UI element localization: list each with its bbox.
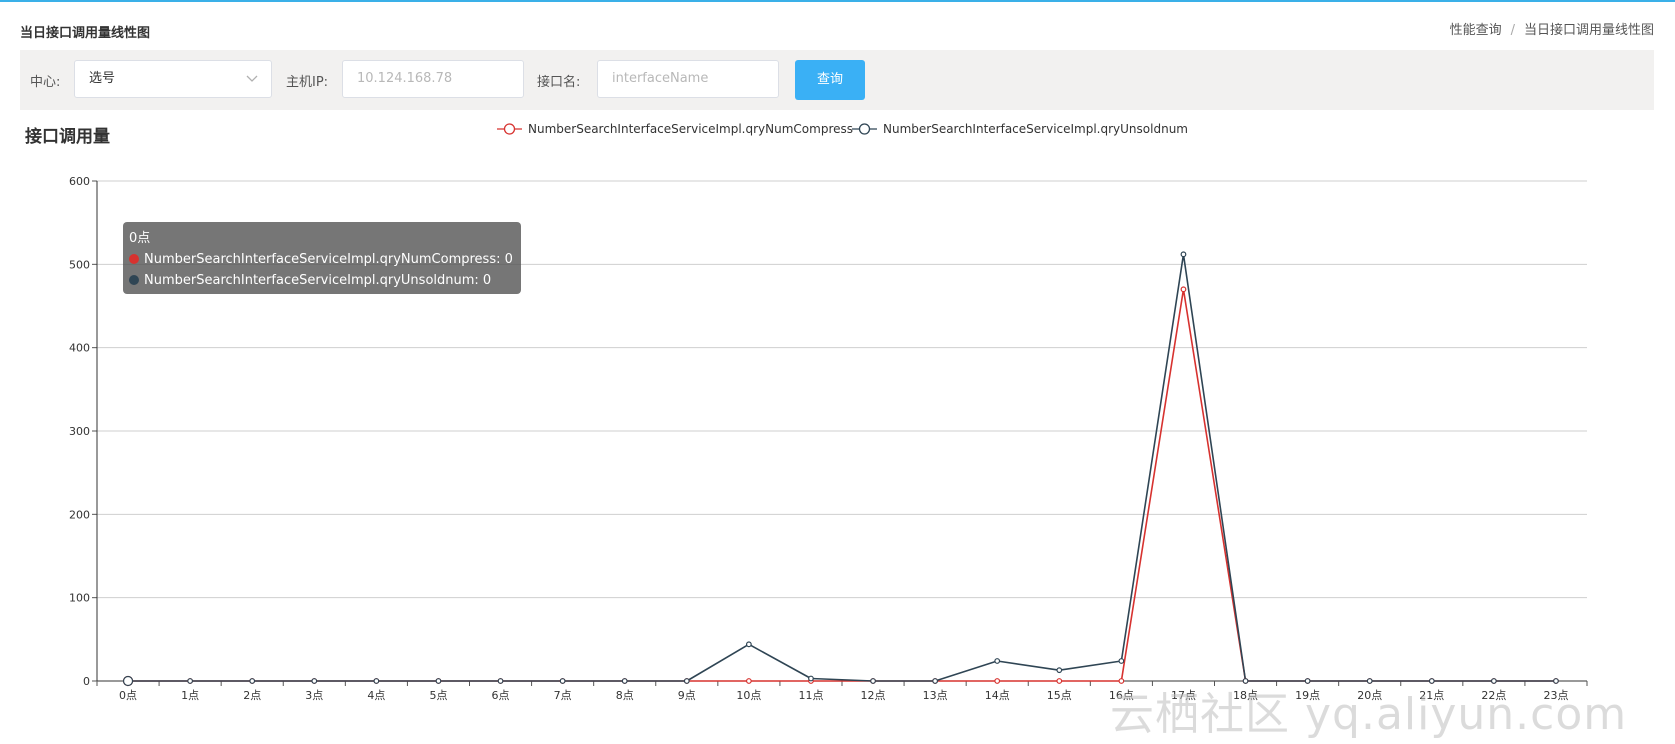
data-point-series-2 xyxy=(1366,678,1373,684)
query-button[interactable]: 查询 xyxy=(795,60,865,100)
data-point-series-2 xyxy=(621,678,628,684)
chart-title: 接口调用量 xyxy=(25,127,110,147)
data-point-series-2 xyxy=(683,678,690,684)
tooltip-row-series-2: NumberSearchInterfaceServiceImpl.qryUnso… xyxy=(129,270,515,291)
breadcrumb-separator: / xyxy=(1510,23,1515,38)
legend-label-series-1: NumberSearchInterfaceServiceImpl.qryNumC… xyxy=(528,122,854,136)
data-point-series-1 xyxy=(1180,286,1187,293)
x-tick-label: 0点 xyxy=(119,689,137,702)
y-tick-label: 100 xyxy=(69,592,90,605)
y-tick-label: 0 xyxy=(83,675,90,688)
tooltip-row-series-1: NumberSearchInterfaceServiceImpl.qryNumC… xyxy=(129,249,515,270)
x-tick-label: 4点 xyxy=(367,689,385,702)
x-tick-label: 5点 xyxy=(429,689,447,702)
x-tick-label: 2点 xyxy=(243,689,261,702)
x-tick-label: 21点 xyxy=(1419,689,1444,702)
series-line-2 xyxy=(128,253,1556,682)
breadcrumb-item-performance[interactable]: 性能查询 xyxy=(1449,23,1502,38)
tooltip-dot-series-1 xyxy=(129,254,139,264)
data-point-series-2 xyxy=(497,678,504,684)
watermark: 云栖社区 yq.aliyun.com xyxy=(1110,689,1628,740)
x-tick-label: 8点 xyxy=(616,689,634,702)
center-select[interactable]: 选号 xyxy=(74,60,272,98)
data-point-series-1 xyxy=(994,678,1001,684)
data-point-series-2 xyxy=(1242,678,1249,684)
data-point-series-1 xyxy=(745,678,752,684)
filter-bar: 中心: 选号 主机IP: 10.124.168.78 接口名: interfac… xyxy=(20,50,1654,110)
x-tick-label: 23点 xyxy=(1543,689,1568,702)
x-tick-label: 22点 xyxy=(1481,689,1506,702)
chevron-down-icon xyxy=(246,75,258,82)
data-point-series-2 xyxy=(745,641,752,648)
data-point-series-2 xyxy=(1490,678,1497,684)
x-tick-label: 20点 xyxy=(1357,689,1382,702)
x-tick-label: 3点 xyxy=(305,689,323,702)
data-point-series-2 xyxy=(1118,658,1125,664)
legend-marker-series-2 xyxy=(852,123,877,135)
y-tick-label: 300 xyxy=(69,425,90,438)
legend-marker-series-1 xyxy=(497,123,522,135)
data-point-series-2 xyxy=(1553,678,1559,684)
data-point-series-2 xyxy=(994,658,1001,664)
data-point-series-2 xyxy=(435,678,442,684)
interface-name-label: 接口名: xyxy=(537,75,581,90)
host-ip-input[interactable]: 10.124.168.78 xyxy=(342,60,524,98)
data-point-series-2 xyxy=(1428,678,1435,684)
tooltip-dot-series-2 xyxy=(129,275,139,285)
data-point-series-2 xyxy=(1304,678,1311,684)
y-tick-label: 600 xyxy=(69,175,90,188)
data-point-series-1 xyxy=(1118,678,1125,684)
data-point-series-2 xyxy=(187,678,194,684)
x-tick-label: 12点 xyxy=(861,689,886,702)
page-title: 当日接口调用量线性图 xyxy=(20,26,151,41)
breadcrumb: 性能查询 / 当日接口调用量线性图 xyxy=(1450,19,1654,38)
data-point-series-2 xyxy=(932,678,939,684)
x-tick-label: 10点 xyxy=(736,689,761,702)
breadcrumb-item-current: 当日接口调用量线性图 xyxy=(1523,23,1654,38)
legend-item-series-2[interactable]: NumberSearchInterfaceServiceImpl.qryUnso… xyxy=(852,122,1188,136)
legend-item-series-1[interactable]: NumberSearchInterfaceServiceImpl.qryNumC… xyxy=(497,122,853,136)
center-select-value: 选号 xyxy=(89,71,116,86)
data-point-series-2 xyxy=(249,678,256,684)
data-point-series-1 xyxy=(1056,678,1063,684)
x-tick-label: 13点 xyxy=(923,689,948,702)
x-tick-label: 16点 xyxy=(1109,689,1134,702)
tooltip-text-series-2: NumberSearchInterfaceServiceImpl.qryUnso… xyxy=(144,273,492,288)
data-point-series-2 xyxy=(870,678,876,684)
y-tick-label: 400 xyxy=(69,342,90,355)
y-tick-label: 500 xyxy=(69,258,90,271)
host-ip-label: 主机IP: xyxy=(286,75,329,90)
x-tick-label: 6点 xyxy=(492,689,510,702)
data-point-series-2 xyxy=(122,675,134,687)
data-point-series-2 xyxy=(808,675,814,682)
data-point-series-2 xyxy=(1056,667,1063,674)
data-point-series-2 xyxy=(559,678,566,684)
data-point-series-2 xyxy=(311,678,318,684)
x-tick-label: 9点 xyxy=(678,689,696,702)
x-tick-label: 1点 xyxy=(181,689,199,702)
x-tick-label: 15点 xyxy=(1047,689,1072,702)
tooltip-title: 0点 xyxy=(129,231,151,246)
chart-tooltip: 0点 NumberSearchInterfaceServiceImpl.qryN… xyxy=(123,222,521,294)
x-tick-label: 18点 xyxy=(1233,689,1258,702)
interface-name-input[interactable]: interfaceName xyxy=(597,60,779,98)
x-tick-label: 19点 xyxy=(1295,689,1320,702)
data-point-series-2 xyxy=(373,678,380,684)
x-tick-label: 11点 xyxy=(798,689,823,702)
top-accent-line xyxy=(0,0,1675,2)
center-label: 中心: xyxy=(30,75,61,90)
tooltip-text-series-1: NumberSearchInterfaceServiceImpl.qryNumC… xyxy=(144,252,513,267)
x-tick-label: 17点 xyxy=(1171,689,1196,702)
data-point-series-2 xyxy=(1180,251,1187,258)
x-tick-label: 7点 xyxy=(554,689,572,702)
legend-label-series-2: NumberSearchInterfaceServiceImpl.qryUnso… xyxy=(883,122,1188,136)
x-tick-label: 14点 xyxy=(985,689,1010,702)
y-tick-label: 200 xyxy=(69,508,90,521)
